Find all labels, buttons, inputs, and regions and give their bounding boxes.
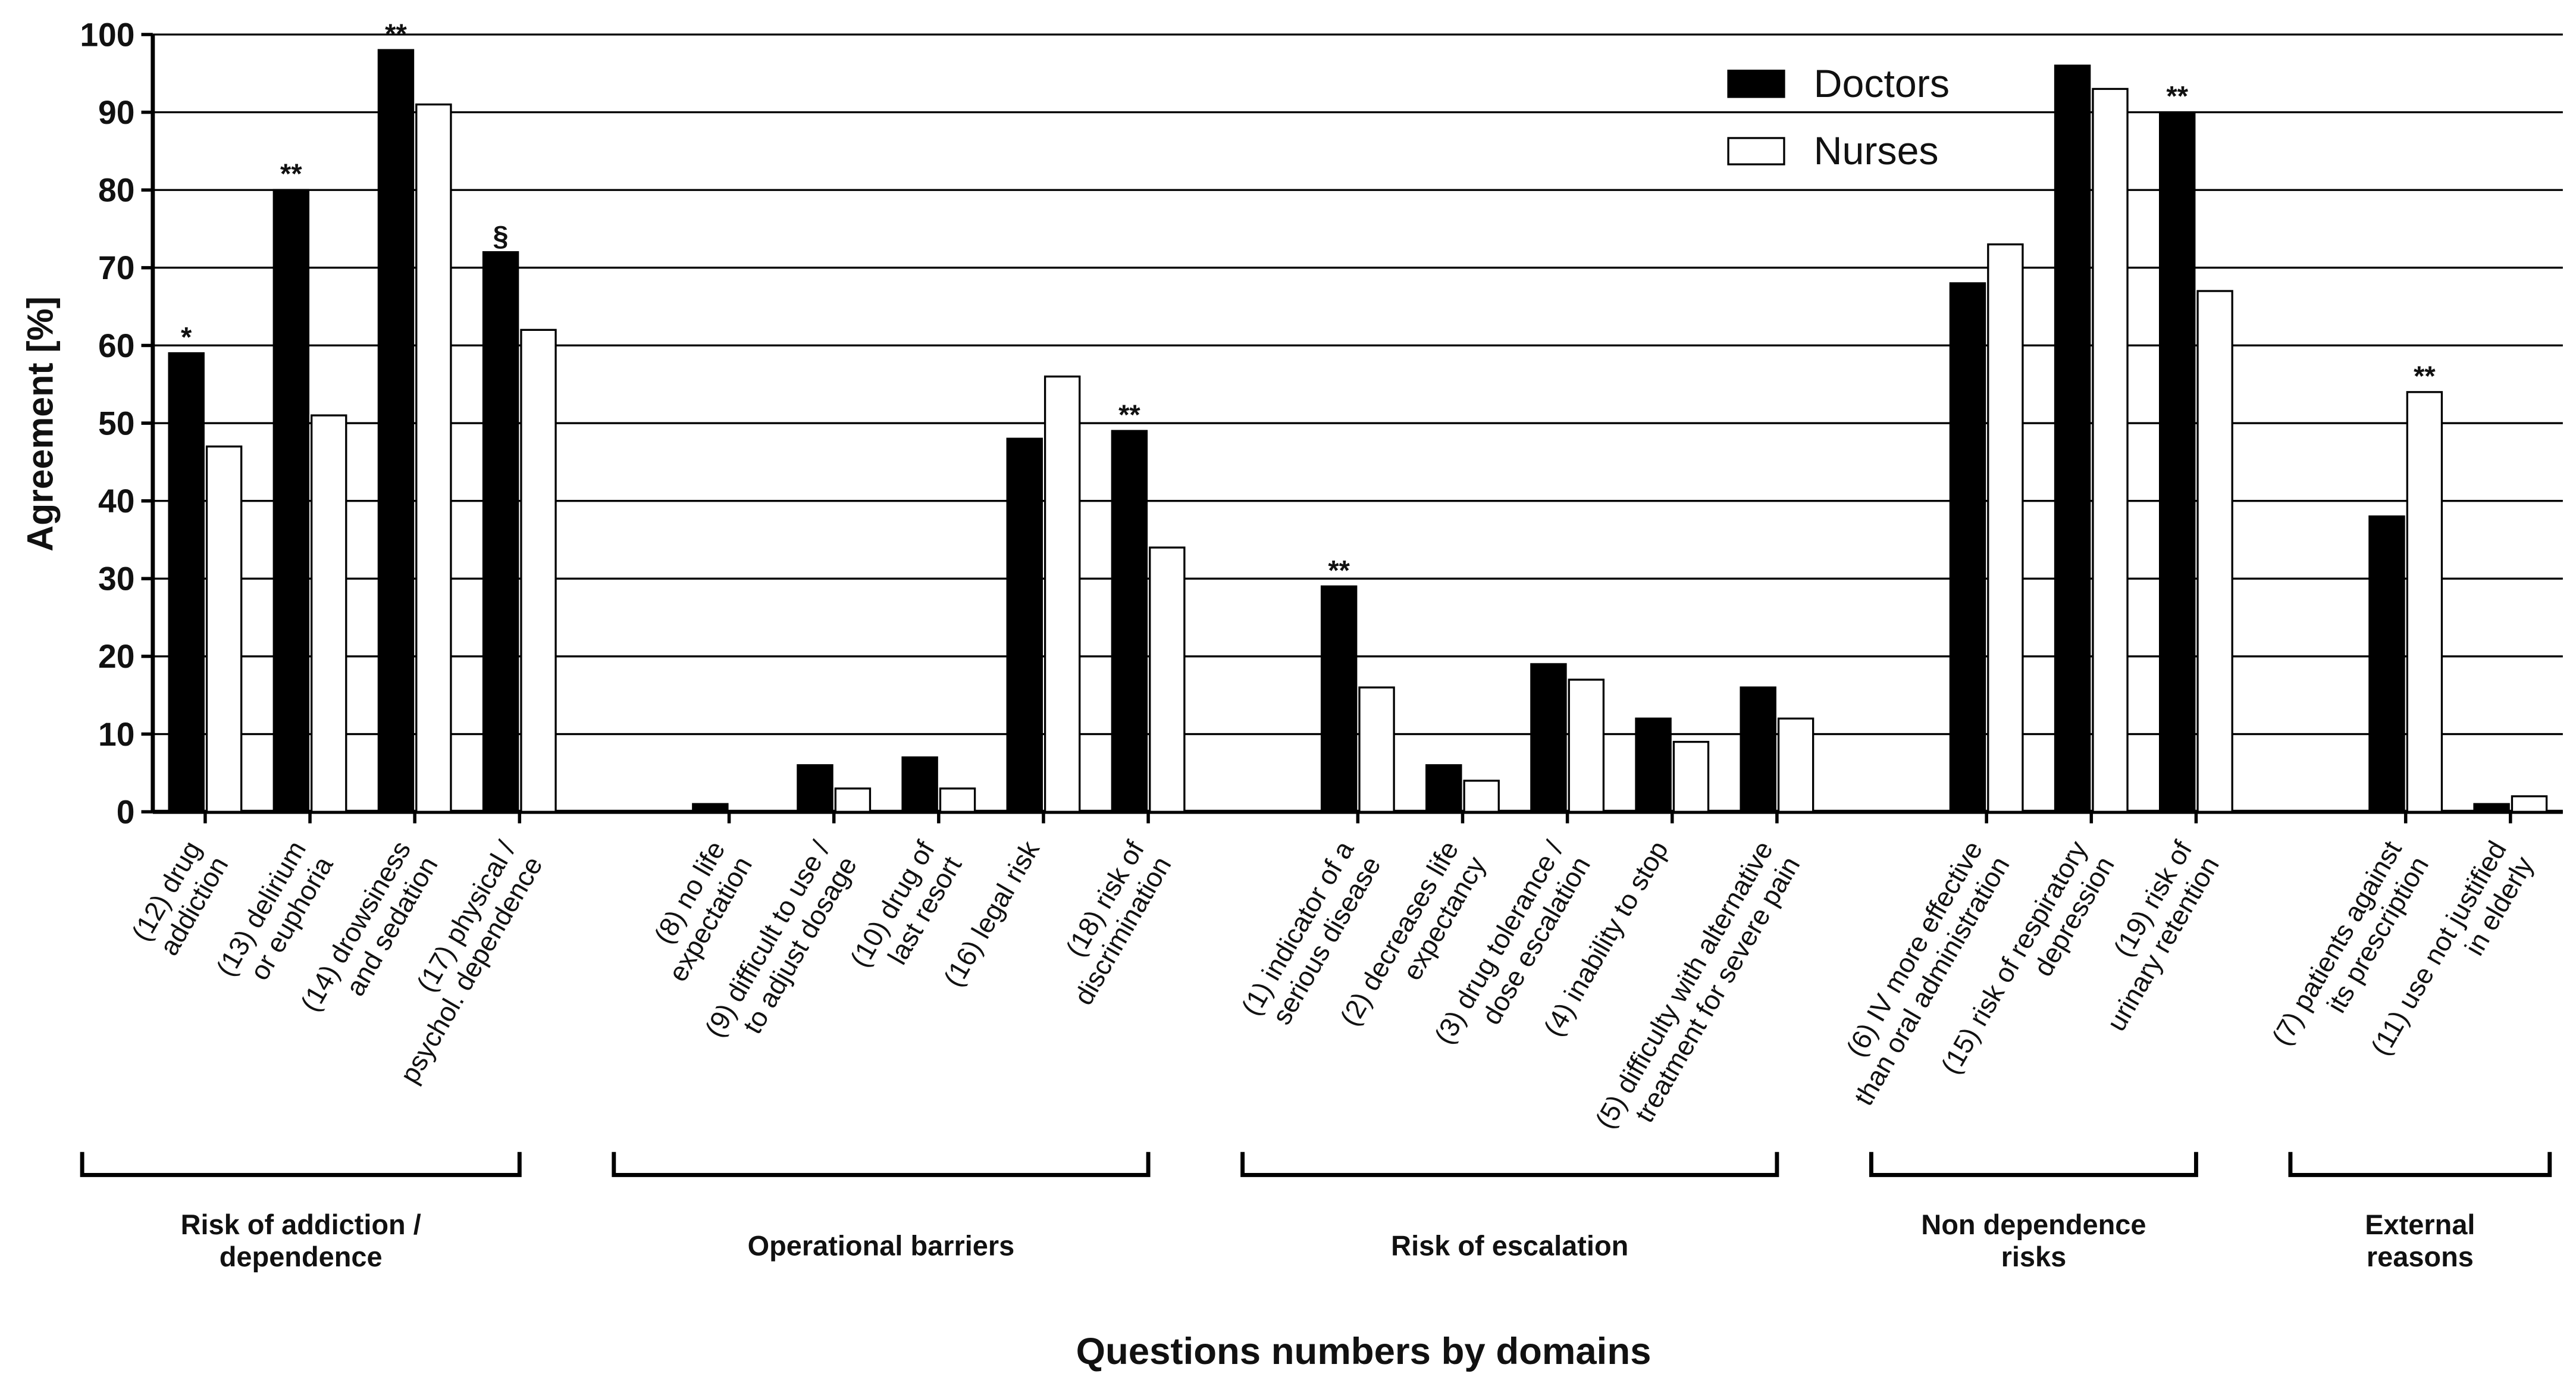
- bar: [168, 352, 205, 813]
- y-tick-label: 20: [98, 638, 134, 675]
- group-bracket: [1240, 1152, 1779, 1177]
- significance-marker: **: [385, 18, 407, 49]
- group-label: Operational barriers: [748, 1231, 1015, 1262]
- bar: [939, 787, 976, 813]
- group-label: Risk of escalation: [1391, 1231, 1628, 1262]
- bar: [1320, 585, 1358, 813]
- group-bracket: [1869, 1152, 2198, 1177]
- group-label: Non dependence risks: [1921, 1209, 2146, 1272]
- legend-swatch: [1727, 70, 1785, 98]
- bar: [2473, 803, 2510, 813]
- y-tick-label: 50: [98, 405, 134, 442]
- bar: [1149, 546, 1186, 813]
- significance-marker: **: [280, 158, 302, 189]
- bar: [2054, 64, 2091, 813]
- bar: [1949, 282, 1986, 813]
- y-tick-label: 80: [98, 172, 134, 209]
- significance-marker: **: [1118, 399, 1140, 430]
- significance-marker: **: [1328, 555, 1350, 586]
- legend-swatch: [1727, 137, 1785, 165]
- group-bracket: [612, 1152, 1151, 1177]
- legend-label: Doctors: [1814, 62, 1950, 106]
- y-tick-label: 60: [98, 327, 134, 364]
- bar: [1987, 243, 2024, 813]
- bar: [272, 189, 310, 813]
- x-tick-label: (12) drugaddiction: [126, 836, 234, 962]
- significance-marker: §: [493, 221, 509, 252]
- bar: [2511, 795, 2548, 813]
- bar: [1672, 740, 1710, 813]
- significance-marker: **: [2166, 81, 2188, 112]
- bar: [1043, 376, 1081, 813]
- significance-marker: *: [181, 321, 192, 352]
- y-tick-label: 90: [98, 94, 134, 131]
- bar: [901, 756, 938, 813]
- bar: [2196, 290, 2233, 813]
- bar: [1425, 764, 1462, 813]
- significance-marker: **: [2414, 361, 2436, 392]
- y-tick-label: 40: [98, 483, 134, 520]
- bar: [2406, 391, 2443, 813]
- bar: [2158, 111, 2196, 813]
- x-axis-label: Questions numbers by domains: [1076, 1331, 1651, 1372]
- bar: [1358, 686, 1395, 813]
- bar: [2092, 87, 2129, 813]
- x-tick-label: (7) patients againstits prescription: [2266, 836, 2434, 1066]
- y-axis-label: Agreement [%]: [20, 296, 60, 552]
- legend-label: Nurses: [1814, 129, 1939, 173]
- group-bracket: [80, 1152, 522, 1177]
- bar: [1530, 663, 1567, 813]
- y-tick-label: 0: [117, 793, 135, 830]
- bar: [1111, 430, 1148, 813]
- group-label: Risk of addiction / dependence: [181, 1209, 421, 1272]
- x-tick-label: (6) IV more effectivethan oral administr…: [1821, 836, 2015, 1110]
- y-tick-label: 10: [98, 716, 134, 753]
- bar: [1568, 678, 1605, 813]
- bar: [520, 328, 557, 813]
- y-tick-label: 70: [98, 249, 134, 286]
- bar: [1740, 686, 1776, 813]
- y-tick-label: 100: [80, 16, 134, 53]
- bar: [482, 251, 519, 813]
- group-label: External reasons: [2365, 1209, 2475, 1272]
- bar: [797, 764, 833, 813]
- bar: [205, 445, 243, 813]
- bar: [2368, 515, 2405, 813]
- bar: [834, 787, 872, 813]
- bar: [692, 803, 729, 813]
- bar: [1777, 717, 1815, 813]
- bar: [1635, 717, 1672, 813]
- bar: [377, 49, 415, 813]
- bar: [1006, 437, 1043, 813]
- y-tick-label: 30: [98, 561, 134, 597]
- group-bracket: [2288, 1152, 2552, 1177]
- x-tick-label: (18) risk ofdiscrimination: [1041, 836, 1177, 1010]
- bar: [311, 414, 347, 813]
- bar: [1463, 780, 1500, 813]
- bar: [415, 103, 452, 813]
